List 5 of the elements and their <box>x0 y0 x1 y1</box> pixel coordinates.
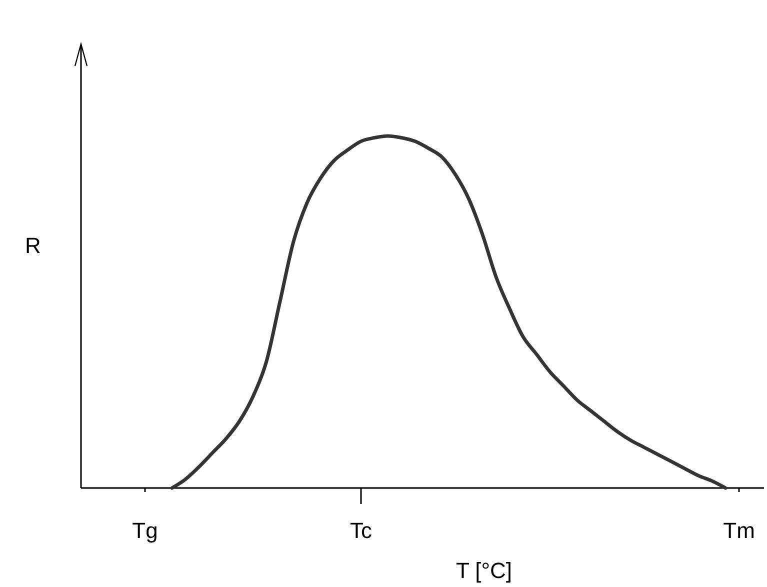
x-axis-title: T [°C] <box>456 558 512 583</box>
x-tick-label: Tc <box>350 518 372 543</box>
x-tick-label: Tm <box>723 518 755 543</box>
y-axis-title: R <box>25 233 41 258</box>
x-tick-label: Tg <box>132 518 158 543</box>
